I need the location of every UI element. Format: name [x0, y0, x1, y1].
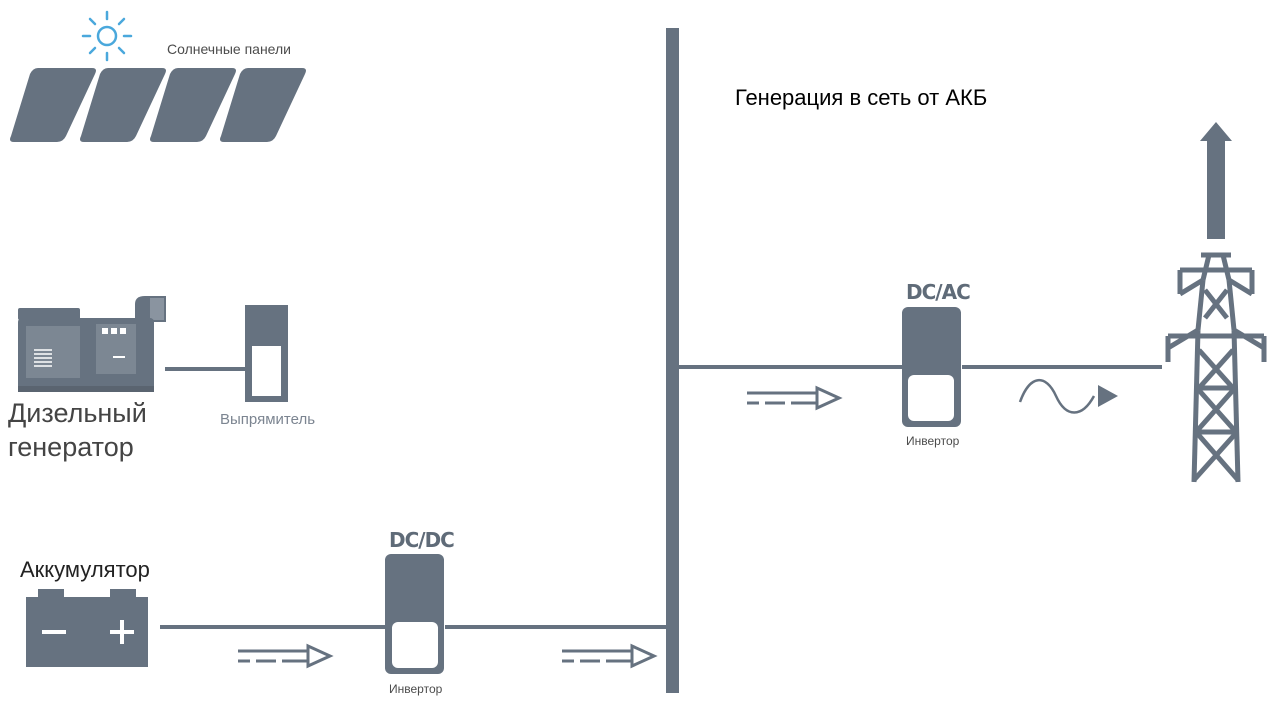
dcac-inverter-label: Инвертор: [906, 434, 960, 448]
diagram-title: Генерация в сеть от АКБ: [735, 85, 988, 110]
transmission-tower-icon: [1165, 252, 1267, 483]
sun-icon: [81, 10, 133, 62]
connection-lines: [160, 365, 1162, 629]
dcdc-converter-icon: [385, 554, 444, 674]
dcac-inverter-type-label: DC/AC: [906, 280, 971, 304]
rectifier-icon: [245, 305, 288, 402]
dc-flow-arrow-icon: [747, 385, 843, 411]
dcdc-converter-label: DC/DC: [389, 528, 455, 552]
diesel-generator-icon: [18, 296, 166, 392]
rectifier-label: Выпрямитель: [220, 411, 316, 428]
diesel-generator-label: Дизельный генератор: [8, 396, 147, 464]
dcac-inverter-icon: [902, 307, 961, 427]
ac-wave-arrow-icon: [1018, 378, 1118, 414]
solar-panels-label: Солнечные панели: [167, 41, 291, 57]
dc-flow-arrow-icon: [238, 643, 334, 669]
dc-bus-bar: [666, 28, 679, 693]
diesel-generator-label-line1: Дизельный: [8, 398, 147, 428]
dcdc-inverter-label: Инвертор: [389, 682, 443, 696]
up-arrow-icon: [1200, 122, 1232, 239]
battery-label: Аккумулятор: [20, 557, 150, 582]
battery-icon: [26, 589, 148, 667]
diesel-generator-label-line2: генератор: [8, 432, 134, 462]
solar-panels-icon: [10, 68, 306, 142]
dc-flow-arrow-icon: [562, 643, 658, 669]
